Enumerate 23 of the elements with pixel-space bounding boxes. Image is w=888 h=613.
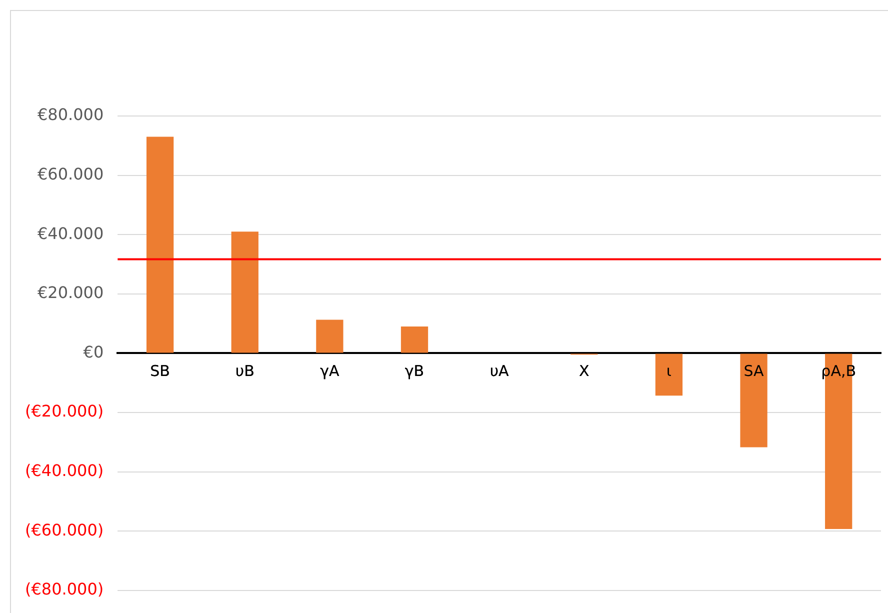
x-tick-label: SA bbox=[744, 362, 765, 380]
bar bbox=[655, 354, 683, 396]
y-tick-label: €80.000 bbox=[37, 105, 104, 124]
x-tick-label: X bbox=[579, 362, 590, 380]
x-tick-label: γA bbox=[320, 362, 340, 380]
y-tick-label: (€80.000) bbox=[24, 580, 104, 599]
x-tick-label: ι bbox=[666, 362, 672, 380]
bar bbox=[316, 320, 344, 353]
y-tick-label: (€20.000) bbox=[24, 402, 104, 421]
y-tick-label: €60.000 bbox=[37, 164, 104, 184]
bar bbox=[400, 326, 428, 353]
x-tick-label: υA bbox=[490, 362, 510, 380]
x-tick-label: SB bbox=[150, 362, 170, 380]
y-tick-label: €20.000 bbox=[37, 283, 104, 302]
y-tick-label: €40.000 bbox=[37, 224, 104, 243]
x-tick-label: υB bbox=[235, 362, 254, 380]
bar bbox=[146, 136, 174, 353]
bar bbox=[231, 232, 258, 353]
y-tick-label: (€40.000) bbox=[24, 460, 104, 480]
x-tick-label: γB bbox=[404, 362, 424, 380]
bar bbox=[740, 354, 768, 448]
y-tick-label: €0 bbox=[83, 342, 104, 362]
y-tick-label: (€60.000) bbox=[24, 520, 104, 540]
